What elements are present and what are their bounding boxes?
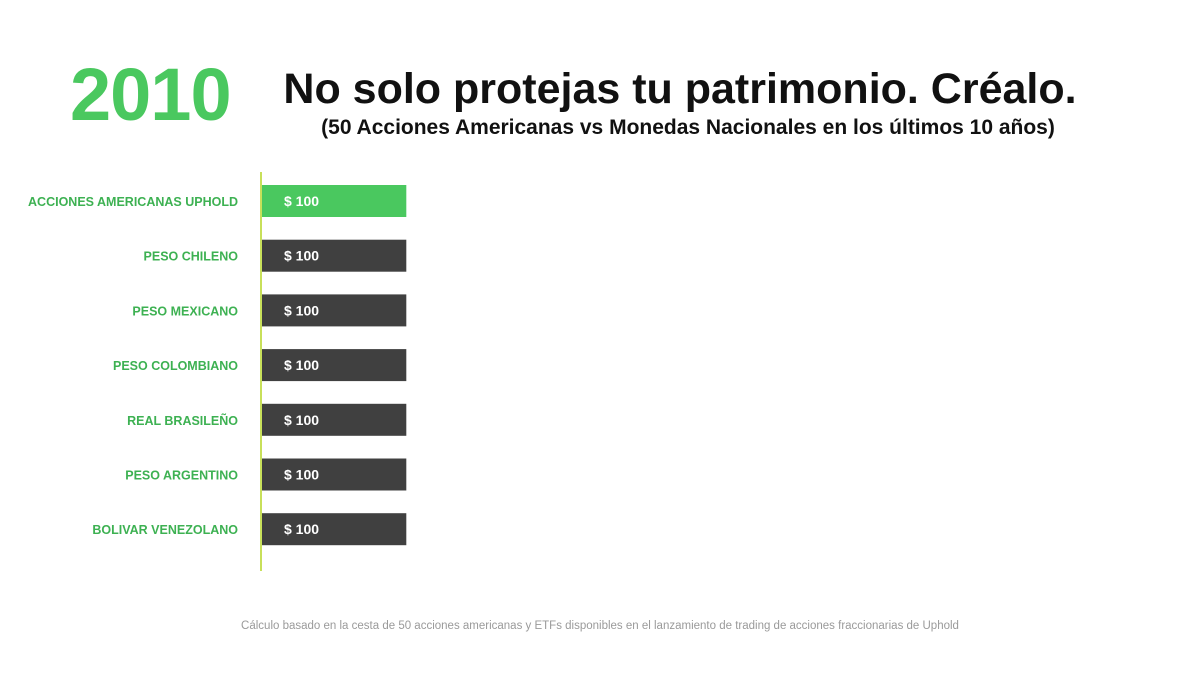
category-label: PESO COLOMBIANO bbox=[113, 359, 238, 373]
category-label: BOLIVAR VENEZOLANO bbox=[92, 523, 238, 537]
category-label: PESO ARGENTINO bbox=[125, 469, 238, 483]
category-label: PESO CHILENO bbox=[144, 250, 239, 264]
bars-group: $ 100 ACCIONES AMERICANAS UPHOLD $ 100 PESO… bbox=[28, 185, 407, 546]
chart-subtitle: (50 Acciones Americanas vs Monedas Nacio… bbox=[321, 116, 1055, 139]
bar-6 bbox=[262, 458, 407, 491]
chart-title: No solo protejas tu patrimonio. Créalo. bbox=[283, 65, 1077, 113]
bar-value-label: $ 100 bbox=[284, 521, 319, 537]
category-label: ACCIONES AMERICANAS UPHOLD bbox=[28, 195, 238, 209]
category-label: PESO MEXICANO bbox=[132, 304, 238, 318]
category-label: REAL BRASILEÑO bbox=[127, 413, 238, 428]
bar-value-label: $ 100 bbox=[284, 193, 319, 209]
bar-4 bbox=[262, 349, 407, 382]
bar-5 bbox=[262, 403, 407, 436]
bar-value-label: $ 100 bbox=[284, 412, 319, 428]
footnote: Cálculo basado en la cesta de 50 accione… bbox=[241, 620, 959, 632]
bar-value-label: $ 100 bbox=[284, 357, 319, 373]
bar-2 bbox=[262, 239, 407, 272]
year-label: 2010 bbox=[70, 53, 232, 136]
bar-7 bbox=[262, 513, 407, 546]
bar-value-label: $ 100 bbox=[284, 467, 319, 483]
bar-value-label: $ 100 bbox=[284, 248, 319, 264]
bar-value-label: $ 100 bbox=[284, 302, 319, 318]
bar-3 bbox=[262, 294, 407, 327]
bar-1 bbox=[262, 185, 407, 217]
